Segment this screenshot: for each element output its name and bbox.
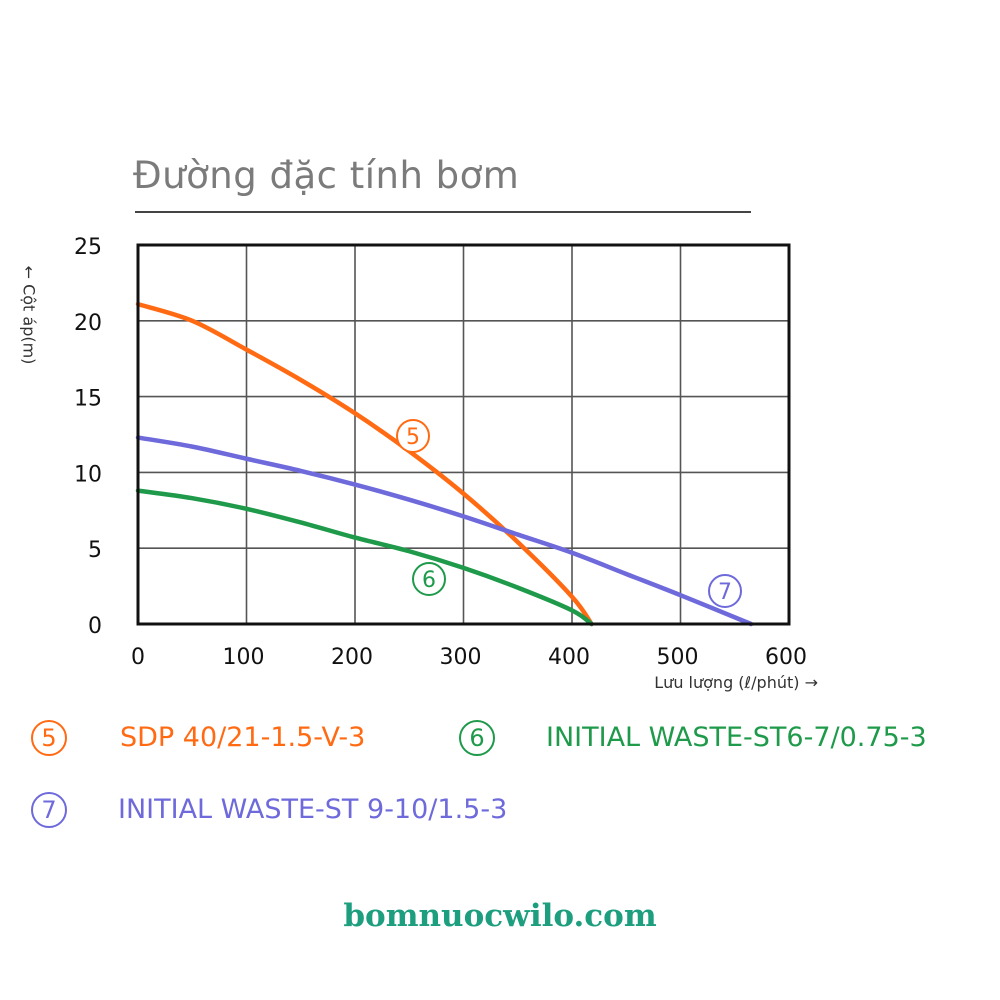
pump-curve-chart: 0 5 10 15 20 25 0 100 200 300 400 500 600 5 6 7 Lưu l… (74, 235, 818, 692)
y-tick-label: 10 (74, 462, 102, 487)
legend-label-sdp: SDP 40/21-1.5-V-3 (120, 722, 366, 753)
y-tick-label: 15 (74, 387, 102, 412)
legend-label-st9: INITIAL WASTE-ST 9-10/1.5-3 (118, 794, 508, 825)
chart-title: Đường đặc tính bơm (133, 154, 520, 197)
curve-7 (135, 435, 754, 627)
curve-5 (135, 301, 594, 627)
legend-marker-7: 7 (31, 792, 67, 828)
x-tick-label: 200 (331, 645, 373, 670)
legend-marker-5: 5 (31, 720, 67, 756)
legend-marker-6: 6 (459, 720, 495, 756)
y-tick-label: 25 (74, 235, 102, 260)
y-tick-labels: 0 5 10 15 20 25 (74, 235, 102, 639)
x-tick-label: 600 (765, 645, 807, 670)
x-tick-label: 400 (548, 645, 590, 670)
y-tick-label: 20 (74, 311, 102, 336)
marker-circle-6 (412, 562, 446, 596)
x-tick-label: 500 (657, 645, 699, 670)
marker-label-7: 7 (718, 580, 732, 605)
curve-markers: 5 6 7 (396, 419, 742, 608)
x-tick-label: 0 (131, 645, 145, 670)
curve-6 (135, 488, 594, 627)
legend-label-st6: INITIAL WASTE-ST6-7/0.75-3 (546, 722, 927, 753)
website-watermark[interactable]: bomnuocwilo.com (343, 898, 657, 934)
y-tick-label: 5 (88, 538, 102, 563)
title-divider (135, 211, 751, 213)
marker-label-6: 6 (422, 568, 436, 593)
pump-curves (135, 301, 754, 627)
plot-frame (136, 243, 791, 626)
x-axis-label: Lưu lượng (ℓ/phút) → (654, 673, 818, 692)
x-tick-label: 300 (440, 645, 482, 670)
marker-circle-7 (708, 574, 742, 608)
marker-label-5: 5 (406, 425, 420, 450)
x-tick-labels: 0 100 200 300 400 500 600 (131, 645, 807, 670)
y-tick-label: 0 (88, 614, 102, 639)
marker-circle-5 (396, 419, 430, 453)
x-tick-label: 100 (223, 645, 265, 670)
